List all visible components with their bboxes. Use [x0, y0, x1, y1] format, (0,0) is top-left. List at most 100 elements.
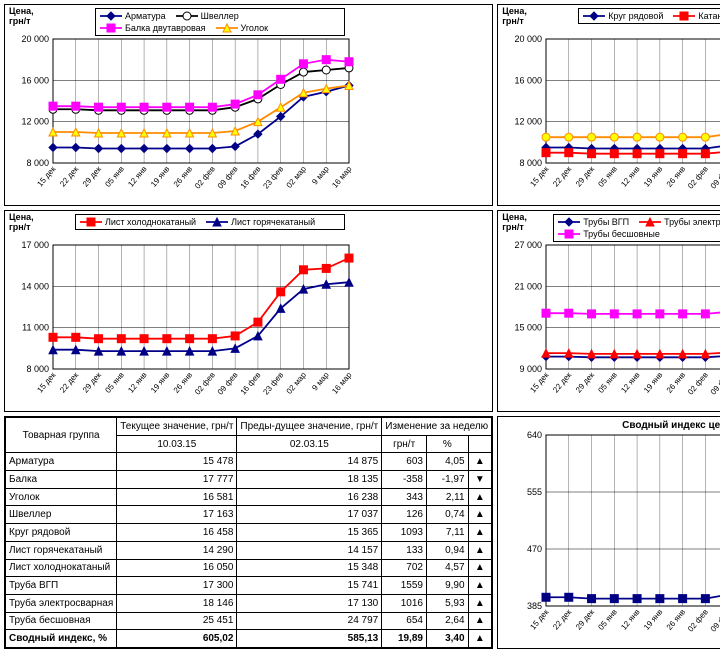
- cell-pct: 2,11: [426, 488, 468, 506]
- cell-arrow: ▲: [468, 453, 492, 471]
- svg-text:12 000: 12 000: [515, 117, 543, 127]
- table-row: Труба электросварная 18 146 17 130 1016 …: [6, 594, 492, 612]
- cell-prev: 15 365: [237, 524, 382, 542]
- legend-item: Лист холоднокатаный: [80, 217, 196, 227]
- svg-text:26 янв: 26 янв: [665, 608, 687, 632]
- svg-text:8 000: 8 000: [520, 158, 543, 168]
- th-dir: [468, 435, 492, 453]
- legend-item: Трубы бесшовные: [558, 229, 660, 239]
- svg-text:29 дек: 29 дек: [574, 370, 596, 394]
- cell-pct: 4,57: [426, 559, 468, 577]
- cell-name: Лист горячекатаный: [6, 541, 117, 559]
- svg-text:09 фев: 09 фев: [216, 371, 240, 397]
- cell-arrow: ▲: [468, 488, 492, 506]
- svg-text:9 000: 9 000: [520, 364, 543, 374]
- svg-text:19 янв: 19 янв: [642, 165, 664, 189]
- cell-abs: 702: [382, 559, 427, 577]
- svg-text:09 фев: 09 фев: [709, 371, 720, 397]
- legend-label: Балка двутавровая: [125, 23, 206, 33]
- table-row: Балка 17 777 18 135 -358 -1,97 ▼: [6, 471, 492, 489]
- cell-cur: 14 290: [117, 541, 237, 559]
- svg-text:02 фев: 02 фев: [193, 371, 217, 397]
- cell-arrow: ▲: [468, 594, 492, 612]
- svg-text:02 фев: 02 фев: [193, 165, 217, 191]
- legend-label: Катанка: [698, 11, 720, 21]
- legend-item: Лист горячекатаный: [206, 217, 315, 227]
- svg-text:22 дек: 22 дек: [58, 164, 80, 188]
- cell-arrow: ▲: [468, 541, 492, 559]
- cell-cur: 18 146: [117, 594, 237, 612]
- svg-text:02 фев: 02 фев: [686, 165, 710, 191]
- svg-text:15 000: 15 000: [515, 323, 543, 333]
- svg-text:05 янв: 05 янв: [597, 608, 619, 632]
- cell-abs: 1016: [382, 594, 427, 612]
- legend-label: Лист горячекатаный: [231, 217, 315, 227]
- cell-arrow: ▲: [468, 612, 492, 630]
- table-row: Труба ВГП 17 300 15 741 1559 9,90 ▲: [6, 577, 492, 595]
- cell-abs: 1093: [382, 524, 427, 542]
- cell-cur: 25 451: [117, 612, 237, 630]
- svg-text:19 янв: 19 янв: [149, 165, 171, 189]
- chart-legend: Круг рядовойКатанкаПолоса: [578, 8, 720, 24]
- cell-abs: -358: [382, 471, 427, 489]
- cell-abs: 133: [382, 541, 427, 559]
- svg-text:19 янв: 19 янв: [642, 608, 664, 632]
- svg-text:12 янв: 12 янв: [126, 165, 148, 189]
- table-row: Круг рядовой 16 458 15 365 1093 7,11 ▲: [6, 524, 492, 542]
- cell-cur: 605,02: [117, 630, 237, 648]
- svg-text:22 дек: 22 дек: [551, 607, 573, 631]
- svg-text:05 янв: 05 янв: [597, 371, 619, 395]
- chart-panel-3: 8 00011 00014 00017 00015 дек22 дек29 де…: [4, 210, 493, 412]
- svg-text:20 000: 20 000: [21, 34, 49, 44]
- legend-item: Трубы электросварные: [639, 217, 720, 227]
- y-axis-label: Цена, грн/т: [502, 213, 527, 233]
- svg-text:16 мар: 16 мар: [330, 370, 354, 396]
- cell-name: Круг рядовой: [6, 524, 117, 542]
- price-table: Товарная группа Текущее значение, грн/т …: [5, 417, 492, 648]
- cell-pct: 0,94: [426, 541, 468, 559]
- cell-pct: -1,97: [426, 471, 468, 489]
- cell-pct: 3,40: [426, 630, 468, 648]
- cell-cur: 16 050: [117, 559, 237, 577]
- data-table-panel: Товарная группа Текущее значение, грн/т …: [4, 416, 493, 649]
- svg-text:05 янв: 05 янв: [597, 165, 619, 189]
- cell-abs: 19,89: [382, 630, 427, 648]
- cell-abs: 603: [382, 453, 427, 471]
- svg-text:02 фев: 02 фев: [686, 608, 710, 634]
- table-row: Арматура 15 478 14 875 603 4,05 ▲: [6, 453, 492, 471]
- chart-title: Сводный индекс цен: [498, 420, 720, 431]
- cell-arrow: ▲: [468, 630, 492, 648]
- cell-name: Труба электросварная: [6, 594, 117, 612]
- svg-text:29 дек: 29 дек: [574, 164, 596, 188]
- svg-text:385: 385: [527, 601, 542, 611]
- svg-text:12 янв: 12 янв: [126, 371, 148, 395]
- th-pct: %: [426, 435, 468, 453]
- svg-text:9 мар: 9 мар: [310, 370, 331, 392]
- table-row: Сводный индекс, % 605,02 585,13 19,89 3,…: [6, 630, 492, 648]
- cell-name: Уголок: [6, 488, 117, 506]
- cell-name: Труба бесшовная: [6, 612, 117, 630]
- svg-text:19 янв: 19 янв: [642, 371, 664, 395]
- cell-pct: 0,74: [426, 506, 468, 524]
- cell-pct: 2,64: [426, 612, 468, 630]
- cell-prev: 14 875: [237, 453, 382, 471]
- cell-cur: 15 478: [117, 453, 237, 471]
- svg-text:29 дек: 29 дек: [81, 370, 103, 394]
- svg-text:22 дек: 22 дек: [551, 164, 573, 188]
- svg-text:23 фев: 23 фев: [261, 371, 285, 397]
- th-current: Текущее значение, грн/т: [117, 418, 237, 436]
- svg-text:555: 555: [527, 487, 542, 497]
- table-row: Швеллер 17 163 17 037 126 0,74 ▲: [6, 506, 492, 524]
- chart-panel-1: 8 00012 00016 00020 00015 дек22 дек29 де…: [4, 4, 493, 206]
- svg-text:640: 640: [527, 430, 542, 440]
- legend-label: Круг рядовой: [608, 11, 663, 21]
- y-axis-label: Цена, грн/т: [9, 213, 34, 233]
- svg-text:19 янв: 19 янв: [149, 371, 171, 395]
- svg-text:09 фев: 09 фев: [709, 165, 720, 191]
- legend-item: Трубы ВГП: [558, 217, 629, 227]
- svg-text:09 фев: 09 фев: [709, 608, 720, 634]
- svg-text:26 янв: 26 янв: [665, 165, 687, 189]
- cell-arrow: ▼: [468, 471, 492, 489]
- legend-item: Арматура: [100, 11, 166, 21]
- cell-prev: 18 135: [237, 471, 382, 489]
